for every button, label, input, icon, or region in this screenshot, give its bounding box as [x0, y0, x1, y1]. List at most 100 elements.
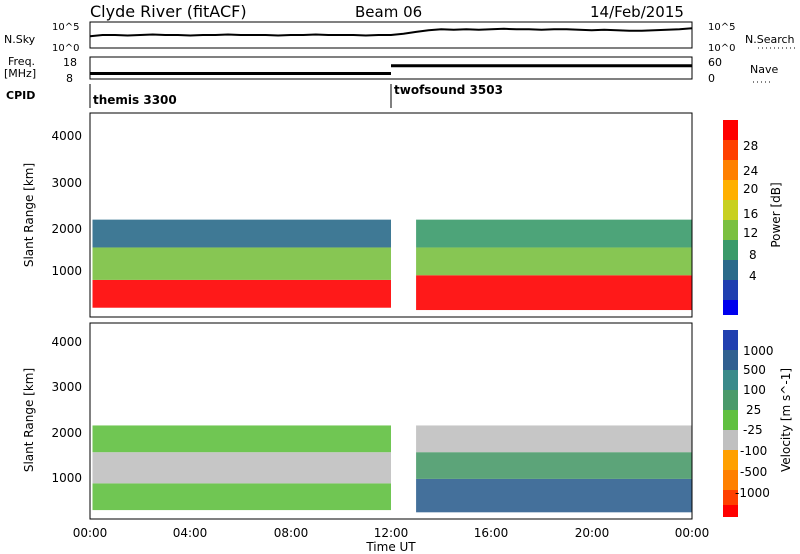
beam-title: Beam 06 — [355, 3, 422, 21]
freq-trace — [90, 64, 692, 75]
power-panel: Slant Range [km] 4000 3000 2000 1000 28 … — [22, 112, 783, 318]
velocity-ytick: 3000 — [51, 380, 82, 394]
velocity-colorbar-swatch — [723, 470, 738, 490]
power-colorbar-label: Power [dB] — [769, 182, 783, 247]
velocity-colorbar: 1000 500 100 25 -25 -100 -500 -1000 Velo… — [723, 330, 793, 517]
cpid-segment-2: twofsound 3503 — [394, 83, 503, 97]
velocity-colorbar-swatch — [723, 430, 738, 450]
velocity-colorbar-swatch — [723, 350, 738, 370]
power-colorbar-swatch — [723, 160, 738, 180]
heatmap-cell — [416, 478, 692, 513]
x-axis: 00:00 04:00 08:00 12:00 16:00 20:00 00:0… — [73, 526, 710, 554]
velocity-colorbar-swatch — [723, 490, 738, 505]
velocity-cbar-tick: -1000 — [735, 486, 770, 500]
nsky-tick-low: 10^0 — [52, 43, 79, 54]
x-tick-label: 04:00 — [173, 526, 208, 540]
velocity-colorbar-swatch — [723, 450, 738, 470]
heatmap-cell — [92, 483, 391, 511]
heatmap-cell — [416, 219, 692, 248]
power-cbar-tick: 16 — [743, 207, 758, 221]
x-axis-label: Time UT — [365, 540, 416, 554]
x-tick-label: 00:00 — [675, 526, 710, 540]
velocity-cbar-tick: -25 — [743, 423, 763, 437]
velocity-colorbar-swatch — [723, 505, 738, 517]
power-cbar-tick: 28 — [743, 139, 758, 153]
cpid-row: CPID themis 3300 twofsound 3503 — [6, 83, 503, 108]
velocity-heatmap-cells — [92, 425, 692, 513]
nave-label: Nave — [750, 63, 778, 76]
power-colorbar-swatch — [723, 300, 738, 315]
heatmap-cell — [416, 275, 692, 311]
heatmap-cell — [416, 247, 692, 276]
power-ylabel: Slant Range [km] — [22, 163, 36, 267]
velocity-cbar-tick: 500 — [743, 363, 766, 377]
velocity-panel: Slant Range [km] 4000 3000 2000 1000 100… — [22, 322, 793, 520]
power-ytick: 2000 — [51, 222, 82, 236]
heatmap-cell — [92, 452, 391, 484]
heatmap-cell — [416, 425, 692, 453]
velocity-panel-frame — [89, 322, 693, 520]
power-cbar-tick: 8 — [749, 248, 757, 262]
power-colorbar-swatch — [723, 120, 738, 140]
velocity-ylabel: Slant Range [km] — [22, 368, 36, 472]
freq-tick-low: 8 — [66, 72, 73, 85]
noise-panel-frame — [89, 21, 693, 49]
date-title: 14/Feb/2015 — [590, 3, 684, 21]
power-colorbar-swatch — [723, 220, 738, 240]
velocity-ytick: 1000 — [51, 471, 82, 485]
velocity-cbar-tick: 1000 — [743, 344, 774, 358]
power-cbar-tick: 20 — [743, 182, 758, 196]
heatmap-cell — [92, 219, 391, 248]
freq-panel-frame — [89, 56, 693, 80]
power-colorbar-swatch — [723, 280, 738, 300]
heatmap-cell — [92, 247, 391, 280]
station-title: Clyde River (fitACF) — [90, 2, 247, 21]
nsearch-label: N.Search — [745, 33, 795, 46]
cpid-label: CPID — [6, 89, 35, 102]
velocity-colorbar-swatch — [723, 390, 738, 410]
power-ytick: 4000 — [51, 129, 82, 143]
freq-label: Freq. — [8, 55, 35, 68]
velocity-ytick: 4000 — [51, 335, 82, 349]
power-heatmap-cells — [92, 219, 692, 311]
x-tick-label: 16:00 — [474, 526, 509, 540]
power-panel-frame — [89, 112, 693, 318]
freq-tick-high: 18 — [63, 56, 77, 69]
cpid-segment-1: themis 3300 — [93, 93, 177, 107]
nave-tick-low: 0 — [708, 72, 715, 85]
velocity-colorbar-swatch — [723, 330, 738, 350]
velocity-cbar-tick: 100 — [743, 383, 766, 397]
noise-panel: N.Sky 10^5 10^0 10^5 10^0 N.Search — [4, 21, 795, 54]
power-cbar-tick: 12 — [743, 226, 758, 240]
power-colorbar-swatch — [723, 180, 738, 200]
nsky-tick-high: 10^5 — [52, 22, 79, 33]
velocity-cbar-tick: 25 — [746, 403, 761, 417]
power-colorbar-swatch — [723, 140, 738, 160]
nsearch-tick-high: 10^5 — [708, 22, 735, 33]
nsearch-tick-low: 10^0 — [708, 43, 735, 54]
power-colorbar-swatch — [723, 260, 738, 280]
freq-panel: Freq. [MHz] 18 8 60 0 Nave — [4, 55, 778, 85]
velocity-ytick: 2000 — [51, 426, 82, 440]
velocity-colorbar-swatch — [723, 410, 738, 430]
power-ytick: 1000 — [51, 264, 82, 278]
power-colorbar-swatch — [723, 200, 738, 220]
x-tick-label: 12:00 — [374, 526, 409, 540]
noise-trace — [89, 27, 693, 38]
power-colorbar: 28 24 20 16 12 8 4 Power [dB] — [723, 120, 783, 315]
power-colorbar-swatch — [723, 240, 738, 260]
x-tick-label: 00:00 — [73, 526, 108, 540]
freq-unit-label: [MHz] — [4, 67, 36, 80]
x-tick-label: 20:00 — [575, 526, 610, 540]
velocity-cbar-tick: -500 — [740, 465, 767, 479]
heatmap-cell — [92, 425, 391, 453]
x-tick-label: 08:00 — [274, 526, 309, 540]
power-cbar-tick: 24 — [743, 164, 758, 178]
velocity-colorbar-swatch — [723, 370, 738, 390]
velocity-cbar-tick: -100 — [740, 444, 767, 458]
power-ytick: 3000 — [51, 176, 82, 190]
nave-tick-high: 60 — [708, 56, 722, 69]
nsky-label: N.Sky — [4, 33, 36, 46]
power-cbar-tick: 4 — [749, 269, 757, 283]
